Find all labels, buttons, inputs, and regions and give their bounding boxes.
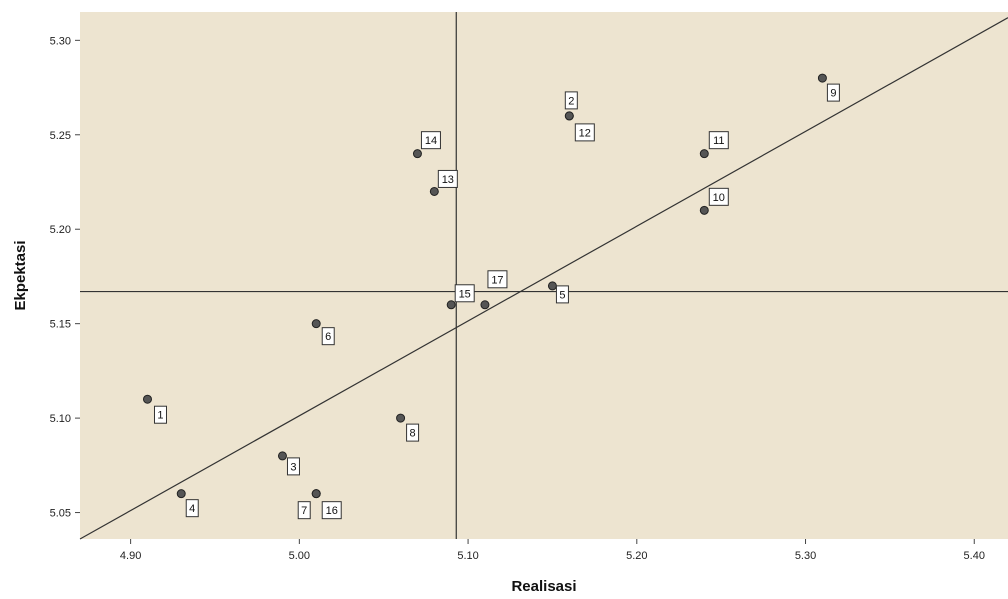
point-label: 3 (290, 461, 296, 473)
data-point (176, 489, 186, 499)
x-axis-title: Realisasi (511, 578, 576, 595)
y-tick-label: 5.05 (50, 508, 71, 520)
y-axis-title: Ekpektasi (12, 240, 29, 310)
data-point (311, 319, 321, 329)
y-tick-label: 5.25 (50, 130, 71, 142)
y-tick-label: 5.30 (50, 35, 71, 47)
point-label-box (406, 423, 420, 442)
data-points (142, 73, 827, 499)
data-point (547, 281, 557, 291)
point-label-box (286, 457, 300, 476)
point-label-box (708, 131, 729, 150)
data-point (396, 413, 406, 423)
point-label: 8 (410, 428, 416, 440)
data-point (699, 149, 709, 159)
point-label-box (574, 123, 595, 142)
x-tick-label: 5.30 (795, 550, 816, 562)
point-label-box (437, 169, 458, 188)
point-label-box (708, 187, 729, 206)
data-point (817, 73, 827, 83)
y-tick-label: 5.10 (50, 413, 71, 425)
point-label: 2 (568, 95, 574, 107)
point-label-box (185, 499, 199, 518)
point-label: 17 (491, 274, 503, 286)
data-point (564, 111, 574, 121)
x-axis: 4.90 5.00 5.10 5.20 5.30 5.40 (120, 539, 985, 562)
point-label-box (454, 284, 475, 303)
fit-line (79, 17, 1008, 540)
data-point (311, 489, 321, 499)
x-tick-label: 4.90 (120, 550, 141, 562)
x-tick-label: 5.40 (964, 550, 985, 562)
point-label: 7 (301, 505, 307, 517)
point-label: 10 (713, 192, 725, 204)
point-label-box (564, 91, 578, 110)
point-label: 16 (326, 505, 338, 517)
point-label: 4 (189, 503, 195, 515)
point-label-box (321, 327, 335, 346)
point-label-box (826, 83, 840, 102)
y-tick-label: 5.15 (50, 319, 71, 331)
point-label-box (153, 405, 167, 424)
plot-area (80, 12, 1008, 539)
point-label-box (555, 285, 569, 304)
point-label: 6 (325, 331, 331, 343)
point-label: 11 (713, 135, 724, 147)
point-label: 12 (579, 127, 591, 139)
y-axis: 5.05 5.10 5.15 5.20 5.25 5.30 (50, 35, 80, 520)
x-tick-label: 5.00 (289, 550, 310, 562)
point-label-box (487, 270, 508, 289)
y-tick-label: 5.20 (50, 224, 71, 236)
point-label: 15 (459, 288, 471, 300)
data-point (699, 205, 709, 215)
point-label: 5 (559, 289, 565, 301)
data-point (480, 300, 490, 310)
point-label: 1 (157, 410, 163, 422)
data-point (412, 149, 422, 159)
x-tick-label: 5.20 (626, 550, 647, 562)
point-label-box (297, 501, 311, 520)
data-point (446, 300, 456, 310)
point-label-box (420, 131, 441, 150)
point-label: 14 (425, 135, 437, 147)
point-label-box (321, 501, 342, 520)
x-tick-label: 5.10 (457, 550, 478, 562)
point-label: 13 (442, 174, 454, 186)
data-point (429, 186, 439, 196)
data-point (142, 394, 152, 404)
point-label: 9 (830, 88, 836, 100)
data-point (277, 451, 287, 461)
